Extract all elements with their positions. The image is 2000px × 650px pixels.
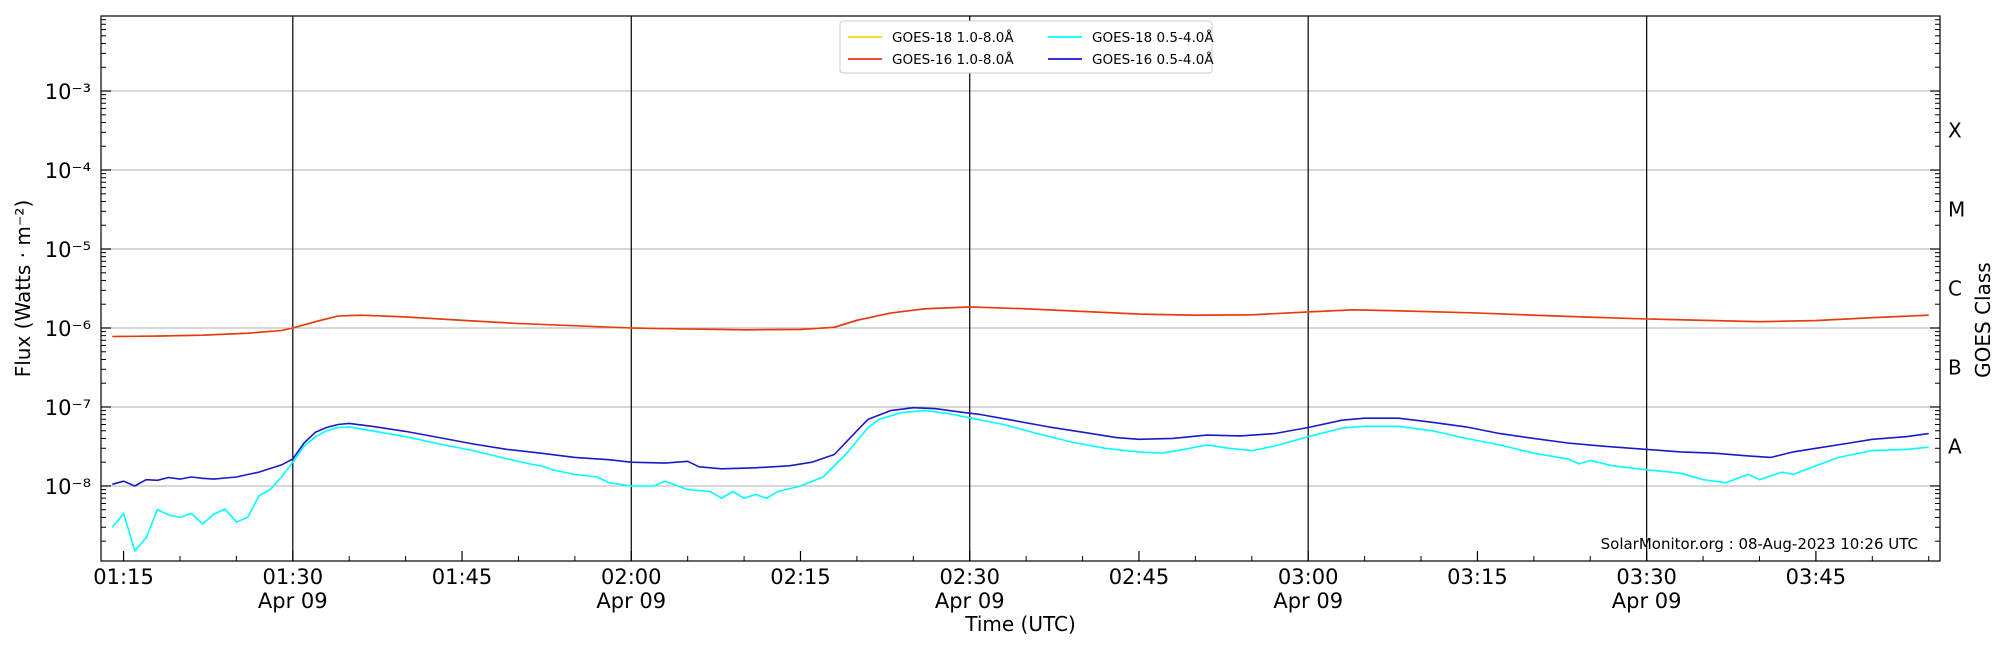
- series-line-0: [112, 306, 1929, 338]
- series-line-1: [112, 306, 1929, 338]
- x-axis-label: Time (UTC): [964, 612, 1076, 636]
- series-lines: [111, 306, 1929, 552]
- legend-entry-label: GOES-16 1.0-8.0Å: [892, 51, 1014, 68]
- source-annotation: SolarMonitor.org : 08-Aug-2023 10:26 UTC: [1601, 535, 1918, 553]
- goes-class-label: C: [1948, 277, 1962, 301]
- y-tick-label: 10⁻⁶: [45, 317, 91, 341]
- goes-class-axis-label: GOES Class: [1971, 262, 1995, 378]
- y-tick-label: 10⁻⁴: [45, 159, 91, 183]
- x-tick-label: 03:00: [1278, 565, 1339, 589]
- x-tick-label: 01:45: [432, 565, 493, 589]
- x-tick-label: 02:15: [770, 565, 831, 589]
- legend: GOES-18 1.0-8.0Å GOES-16 1.0-8.0Å GOES-18 …: [839, 20, 1214, 74]
- legend-entry-label: GOES-18 0.5-4.0Å: [1092, 29, 1214, 46]
- legend-entry-label: GOES-18 1.0-8.0Å: [892, 29, 1014, 46]
- x-tick-label: 03:45: [1786, 565, 1847, 589]
- goes-class-label: M: [1948, 198, 1965, 222]
- x-tick-date-label: Apr 09: [596, 589, 666, 613]
- y-tick-label: 10⁻⁸: [45, 475, 91, 499]
- x-tick-label: 03:15: [1447, 565, 1508, 589]
- x-tick-date-label: Apr 09: [935, 589, 1005, 613]
- grid-lines: [101, 90, 1940, 487]
- series-line-3: [112, 406, 1929, 487]
- series-line-2: [111, 409, 1929, 552]
- day-marker-lines: [292, 16, 1648, 561]
- y-tick-label: 10⁻⁷: [45, 396, 91, 420]
- x-tick-date-label: Apr 09: [258, 589, 328, 613]
- goes-class-label: A: [1948, 434, 1962, 458]
- x-tick-label: 02:45: [1109, 565, 1170, 589]
- x-tick-label: 02:00: [601, 565, 662, 589]
- x-tick-date-label: Apr 09: [1612, 589, 1682, 613]
- y-axis-label: Flux (Watts · m⁻²): [11, 200, 35, 378]
- x-tick-label: 02:30: [939, 565, 1000, 589]
- goes-class-label: B: [1948, 355, 1962, 379]
- axis-ticks: [101, 19, 1940, 561]
- plot-frame: [100, 15, 1941, 562]
- legend-entry-label: GOES-16 0.5-4.0Å: [1092, 51, 1214, 68]
- legend-box: [839, 20, 1213, 74]
- x-tick-label: 01:30: [263, 565, 324, 589]
- goes-class-label: X: [1948, 119, 1962, 143]
- x-tick-date-label: Apr 09: [1273, 589, 1343, 613]
- x-tick-label: 03:30: [1616, 565, 1677, 589]
- y-tick-label: 10⁻⁵: [45, 238, 91, 262]
- y-tick-label: 10⁻³: [45, 80, 91, 104]
- x-tick-label: 01:15: [93, 565, 154, 589]
